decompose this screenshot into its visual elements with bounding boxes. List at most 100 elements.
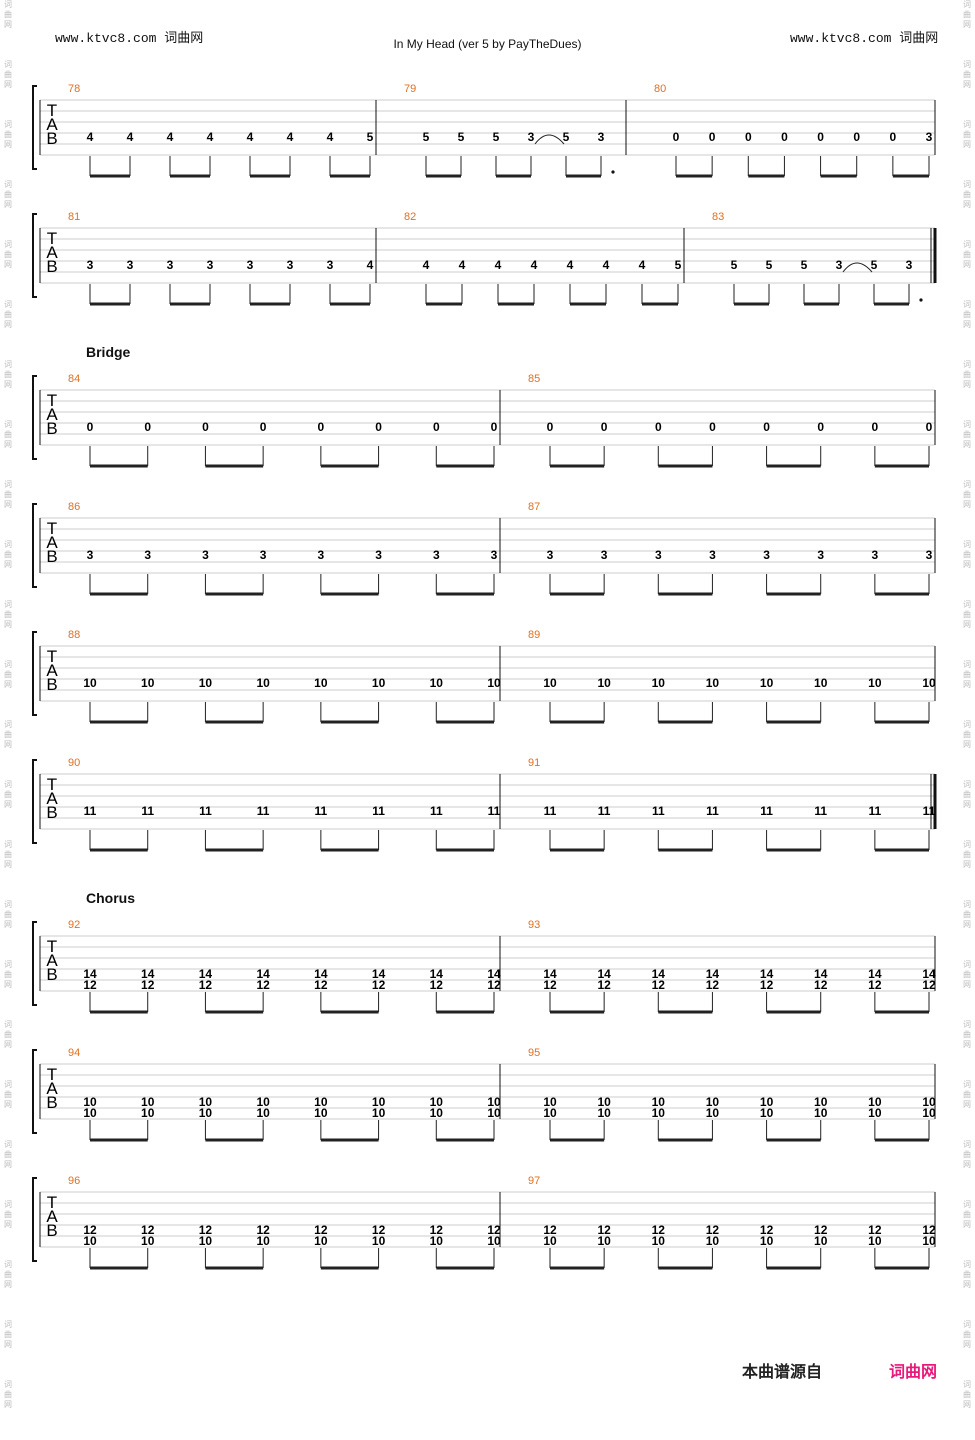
fret-number: 10 bbox=[141, 676, 155, 690]
fret-number: 4 bbox=[207, 130, 214, 144]
fret-number: 10 bbox=[706, 1106, 720, 1120]
fret-number: 10 bbox=[652, 676, 666, 690]
fret-number: 12 bbox=[706, 1223, 720, 1237]
fret-number: 10 bbox=[652, 1106, 666, 1120]
fret-number: 10 bbox=[372, 1106, 386, 1120]
tab-clef-letter: T bbox=[47, 1065, 57, 1084]
fret-number: 11 bbox=[257, 804, 270, 818]
slur bbox=[842, 262, 873, 273]
fret-number: 5 bbox=[458, 130, 465, 144]
fret-number: 10 bbox=[597, 1095, 611, 1109]
fret-number: 4 bbox=[639, 258, 646, 272]
fret-number: 3 bbox=[247, 258, 254, 272]
fret-number: 12 bbox=[543, 978, 557, 992]
fret-number: 0 bbox=[547, 420, 554, 434]
fret-number: 11 bbox=[923, 804, 936, 818]
fret-number: 12 bbox=[652, 978, 666, 992]
fret-number: 11 bbox=[706, 804, 719, 818]
dotted-note-dot bbox=[919, 298, 923, 302]
fret-number: 3 bbox=[207, 258, 214, 272]
fret-number: 11 bbox=[652, 804, 665, 818]
fret-number: 10 bbox=[256, 1095, 270, 1109]
tab-clef-letter: A bbox=[46, 115, 58, 134]
fret-number: 12 bbox=[597, 978, 611, 992]
fret-number: 14 bbox=[543, 967, 557, 981]
fret-number: 10 bbox=[487, 1106, 501, 1120]
fret-number: 3 bbox=[87, 548, 94, 562]
fret-number: 10 bbox=[430, 1095, 444, 1109]
tab-clef-letter: T bbox=[47, 647, 57, 666]
fret-number: 12 bbox=[430, 1223, 444, 1237]
fret-number: 14 bbox=[760, 967, 774, 981]
tab-clef-letter: T bbox=[47, 775, 57, 794]
tab-clef-letter: B bbox=[46, 965, 57, 984]
site-url-right: www.ktvc8.com bbox=[790, 31, 892, 46]
fret-number: 11 bbox=[488, 804, 501, 818]
fret-number: 3 bbox=[872, 548, 879, 562]
fret-number: 0 bbox=[872, 420, 879, 434]
fret-number: 10 bbox=[314, 676, 328, 690]
fret-number: 5 bbox=[423, 130, 430, 144]
fret-number: 3 bbox=[601, 548, 608, 562]
fret-number: 5 bbox=[493, 130, 500, 144]
right-watermark: 词曲网词曲网词曲网词曲网词曲网词曲网词曲网词曲网词曲网词曲网词曲网词曲网词曲网词… bbox=[963, 0, 971, 1409]
fret-number: 12 bbox=[314, 978, 328, 992]
fret-number: 12 bbox=[199, 978, 213, 992]
tab-clef-letter: A bbox=[46, 243, 58, 262]
tab-clef-letter: A bbox=[46, 789, 58, 808]
fret-number: 12 bbox=[141, 1223, 155, 1237]
fret-number: 10 bbox=[706, 676, 720, 690]
section-label: Chorus bbox=[86, 890, 135, 906]
fret-number: 3 bbox=[926, 130, 933, 144]
fret-number: 3 bbox=[598, 130, 605, 144]
fret-number: 10 bbox=[83, 1106, 97, 1120]
fret-number: 3 bbox=[817, 548, 824, 562]
system-bracket bbox=[32, 375, 37, 460]
footer-source-label: 本曲谱源自 bbox=[742, 1362, 823, 1381]
fret-number: 5 bbox=[871, 258, 878, 272]
tab-clef-letter: A bbox=[46, 1079, 58, 1098]
system-bracket bbox=[32, 1177, 37, 1262]
fret-number: 0 bbox=[202, 420, 209, 434]
fret-number: 14 bbox=[597, 967, 611, 981]
fret-number: 12 bbox=[199, 1223, 213, 1237]
left-watermark: 词曲网词曲网词曲网词曲网词曲网词曲网词曲网词曲网词曲网词曲网词曲网词曲网词曲网词… bbox=[4, 0, 12, 1409]
fret-number: 5 bbox=[766, 258, 773, 272]
fret-number: 10 bbox=[868, 676, 882, 690]
tab-clef-letter: T bbox=[47, 101, 57, 120]
fret-number: 12 bbox=[652, 1223, 666, 1237]
fret-number: 10 bbox=[430, 1234, 444, 1248]
fret-number: 11 bbox=[544, 804, 557, 818]
measure-number: 87 bbox=[528, 501, 540, 513]
fret-number: 0 bbox=[817, 420, 824, 434]
fret-number: 10 bbox=[199, 676, 213, 690]
measure-number: 83 bbox=[712, 211, 724, 223]
fret-number: 10 bbox=[814, 1095, 828, 1109]
fret-number: 10 bbox=[372, 1095, 386, 1109]
system-bracket bbox=[32, 921, 37, 1006]
measure-number: 91 bbox=[528, 757, 540, 769]
fret-number: 10 bbox=[922, 1106, 936, 1120]
system-bracket bbox=[32, 85, 37, 170]
tab-clef-letter: T bbox=[47, 229, 57, 248]
fret-number: 3 bbox=[763, 548, 770, 562]
fret-number: 4 bbox=[567, 258, 574, 272]
system-bracket bbox=[32, 759, 37, 844]
fret-number: 10 bbox=[814, 676, 828, 690]
fret-number: 5 bbox=[675, 258, 682, 272]
fret-number: 3 bbox=[87, 258, 94, 272]
fret-number: 3 bbox=[547, 548, 554, 562]
fret-number: 10 bbox=[256, 1234, 270, 1248]
fret-number: 14 bbox=[256, 967, 270, 981]
measure-number: 82 bbox=[404, 211, 416, 223]
fret-number: 3 bbox=[528, 130, 535, 144]
fret-number: 4 bbox=[603, 258, 610, 272]
tab-clef-letter: B bbox=[46, 129, 57, 148]
fret-number: 10 bbox=[372, 676, 386, 690]
fret-number: 12 bbox=[83, 1223, 97, 1237]
fret-number: 10 bbox=[543, 1234, 557, 1248]
fret-number: 4 bbox=[87, 130, 94, 144]
fret-number: 10 bbox=[199, 1095, 213, 1109]
fret-number: 3 bbox=[202, 548, 209, 562]
